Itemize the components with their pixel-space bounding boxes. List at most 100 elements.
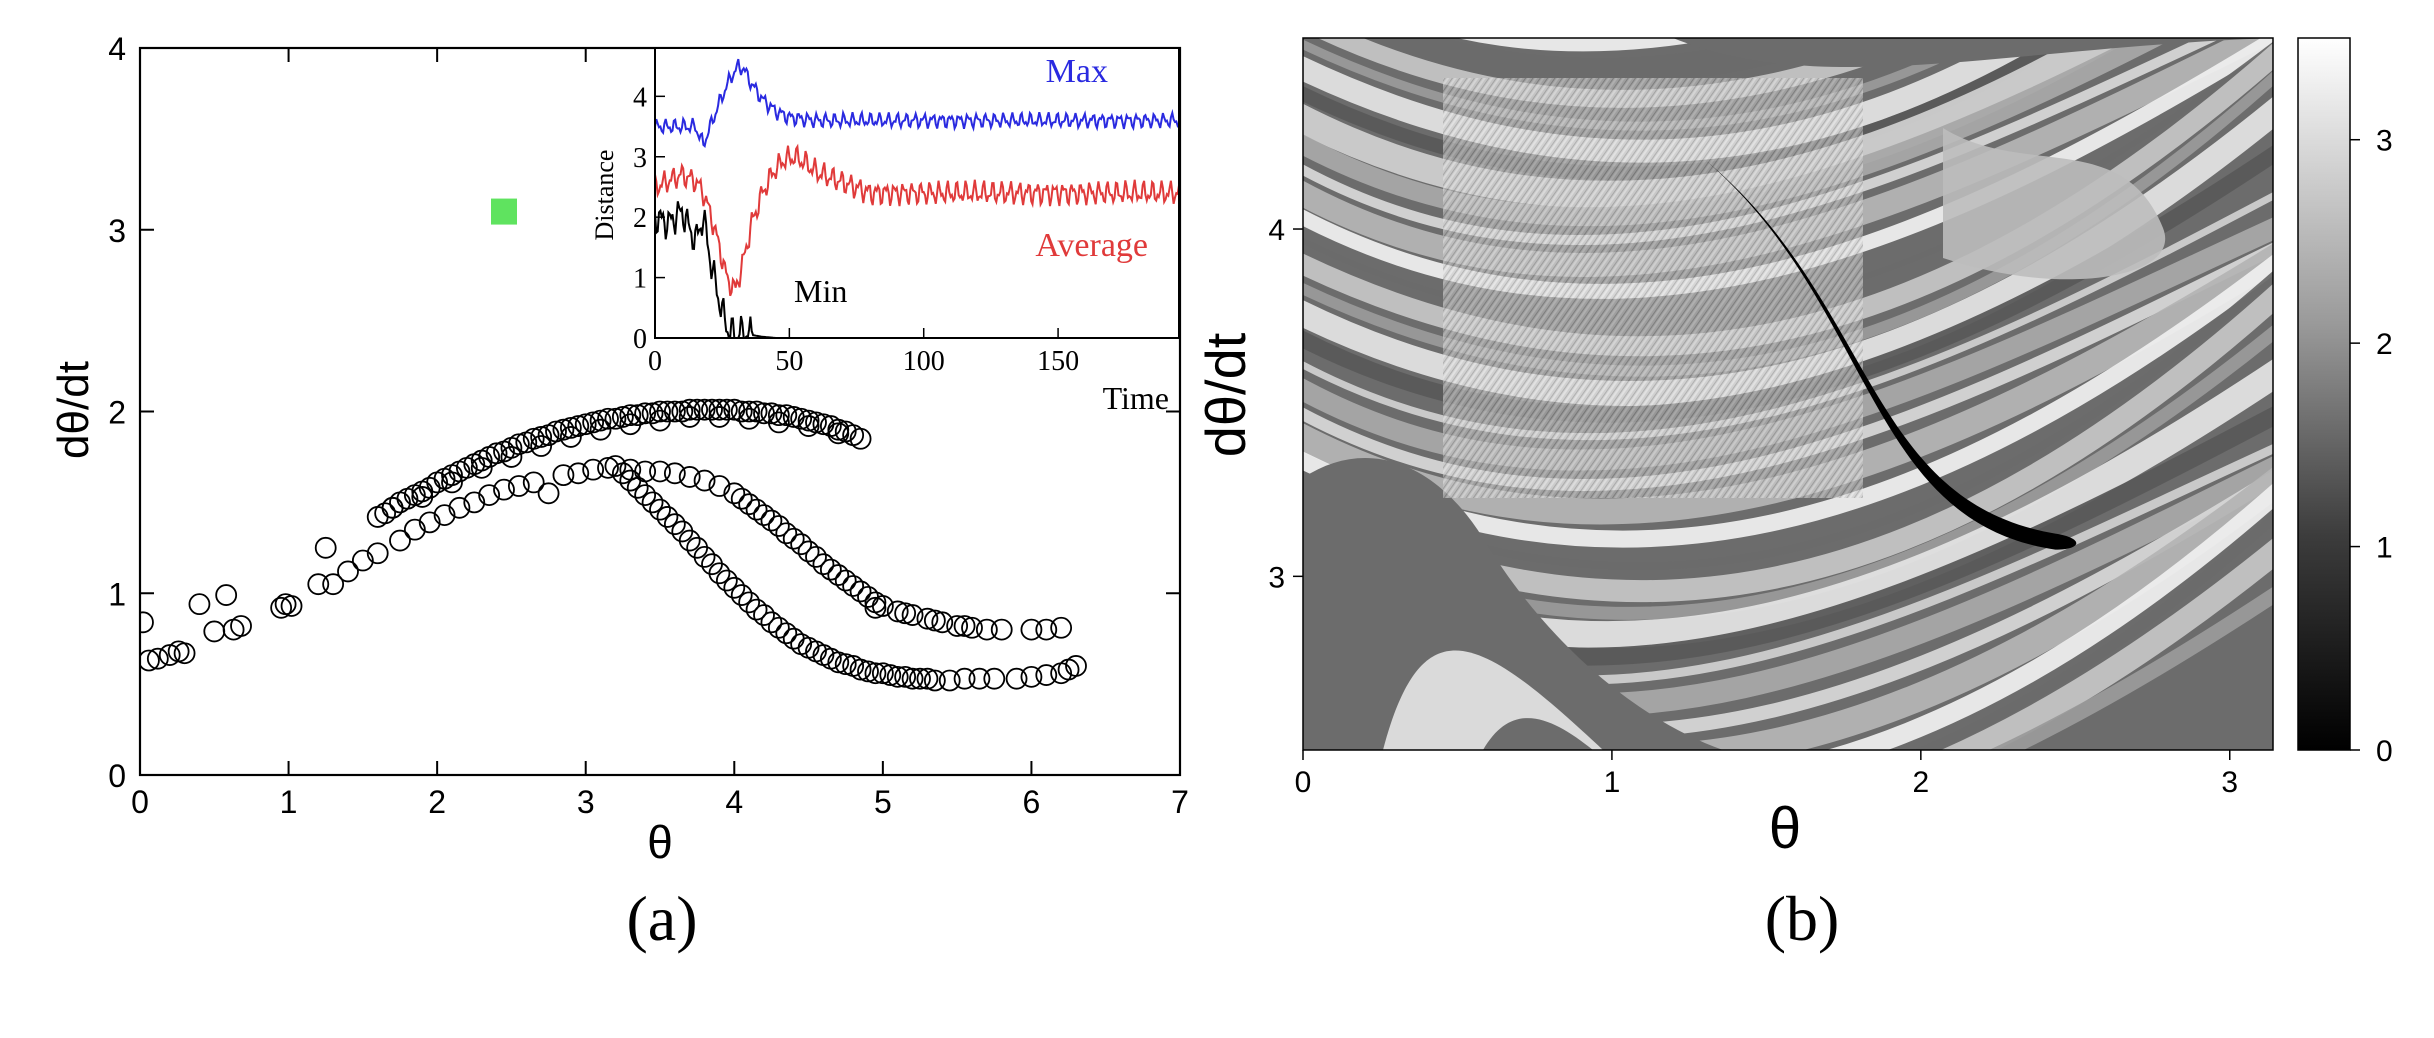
- scatter-point: [537, 482, 560, 505]
- scatter-point: [909, 667, 931, 690]
- heatmap-region-dark: [1673, 38, 2273, 68]
- scatter-point: [374, 502, 397, 525]
- scatter-point: [797, 415, 820, 437]
- x-tick-label: 7: [1171, 784, 1189, 820]
- scatter-point: [649, 409, 671, 432]
- scatter-point: [708, 406, 731, 428]
- inset-label-average: Average: [1035, 227, 1148, 264]
- scatter-point: [1065, 655, 1087, 677]
- scatter-point: [864, 596, 887, 619]
- scatter-point: [582, 411, 605, 434]
- scatter-point: [753, 604, 775, 626]
- x-tick-label: 3: [577, 784, 595, 820]
- scatter-point: [723, 576, 746, 599]
- scatter-point: [961, 616, 983, 639]
- scatter-point: [280, 595, 303, 617]
- y-tick-label: 1: [108, 576, 126, 612]
- inset-x-ticks: 0 50 100 150: [648, 328, 1079, 377]
- scatter-point: [433, 504, 456, 526]
- scatter-point: [738, 400, 761, 423]
- inset-y-ticks: 0 1 2 3 4: [633, 82, 665, 355]
- inset-x-label: Time: [1103, 380, 1169, 416]
- scatter-point: [649, 460, 671, 483]
- panel-a: 0 1 2 3 4 5 6 7 0 1 2 3 4 θ dθ/dt (a) 0 50 100 150 0 1 2…: [49, 31, 1189, 954]
- scatter-point: [389, 529, 411, 552]
- scatter-point: [1035, 618, 1058, 641]
- scatter-point: [849, 427, 872, 450]
- scatter-point: [693, 546, 716, 568]
- scatter-point: [366, 542, 389, 565]
- scatter-point: [693, 398, 716, 421]
- scatter-point: [849, 580, 872, 603]
- scatter-point: [834, 653, 857, 676]
- scatter-point: [983, 667, 1006, 690]
- scatter-point: [730, 400, 753, 423]
- scatter-point: [307, 573, 330, 596]
- panel-b-x-label: θ: [1769, 796, 1801, 861]
- scatter-point: [463, 491, 486, 514]
- inset-label-min: Min: [794, 273, 847, 309]
- scatter-point: [834, 569, 857, 592]
- inset-line-average: [655, 143, 1179, 297]
- scatter-point: [760, 509, 783, 532]
- scatter-point: [849, 658, 872, 681]
- y-tick-label: 3: [1268, 561, 1285, 594]
- scatter-point: [470, 456, 493, 479]
- scatter-point: [886, 665, 909, 688]
- heatmap-region-dark: [1483, 718, 1593, 750]
- scatter-point: [775, 522, 798, 545]
- panel-b-frame: [1302, 37, 2274, 751]
- colorbar-tick-label: 0: [2376, 735, 2393, 768]
- x-tick-label: 1: [1604, 766, 1621, 799]
- scatter-point: [634, 460, 657, 483]
- scatter-point: [678, 466, 701, 488]
- scatter-point: [953, 615, 976, 637]
- scatter-point: [493, 478, 515, 501]
- inset-x-tick-label: 100: [903, 346, 945, 377]
- scatter-point: [314, 536, 337, 559]
- scatter-point: [931, 611, 954, 634]
- panel-b-y-label: dθ/dt: [1194, 332, 1257, 457]
- scatter-point: [767, 616, 790, 639]
- scatter-point: [270, 596, 293, 619]
- scatter-point: [827, 651, 850, 674]
- scatter-point: [500, 446, 523, 468]
- scatter-point: [418, 511, 441, 534]
- scatter-point: [559, 426, 582, 448]
- inset-label-max: Max: [1046, 53, 1108, 90]
- scatter-point: [790, 533, 813, 556]
- scatter-point: [478, 484, 501, 507]
- scatter-point: [140, 649, 160, 672]
- scatter-point: [589, 418, 612, 441]
- y-tick-label: 4: [1268, 214, 1285, 247]
- inset-y-tick-label: 4: [633, 82, 647, 113]
- scatter-point: [507, 433, 530, 456]
- heatmap-band: [1303, 512, 2273, 750]
- scatter-point: [597, 456, 619, 479]
- inset-series: [655, 58, 1179, 338]
- colorbar-gradient: [2297, 37, 2351, 751]
- scatter-point: [574, 413, 597, 436]
- scatter-point: [745, 400, 768, 423]
- scatter-point: [901, 604, 924, 626]
- panel-b-y-ticks: 34: [1268, 214, 1303, 594]
- scatter-point: [738, 591, 761, 614]
- inset-x-tick-label: 0: [648, 346, 662, 377]
- scatter-point: [730, 487, 753, 510]
- scatter-point: [923, 669, 946, 692]
- x-tick-label: 0: [1295, 766, 1312, 799]
- scatter-point: [767, 404, 790, 427]
- scatter-point: [351, 549, 374, 572]
- scatter-point: [545, 420, 567, 443]
- scatter-point: [790, 407, 813, 430]
- scatter-point: [730, 584, 753, 606]
- scatter-point: [723, 482, 746, 505]
- inset-y-tick-label: 0: [633, 324, 647, 355]
- scatter-point: [619, 458, 642, 481]
- scatter-point: [894, 602, 917, 625]
- scatter-point: [708, 398, 731, 421]
- scatter-point: [975, 618, 998, 641]
- scatter-point: [619, 404, 642, 427]
- scatter-point: [819, 558, 842, 581]
